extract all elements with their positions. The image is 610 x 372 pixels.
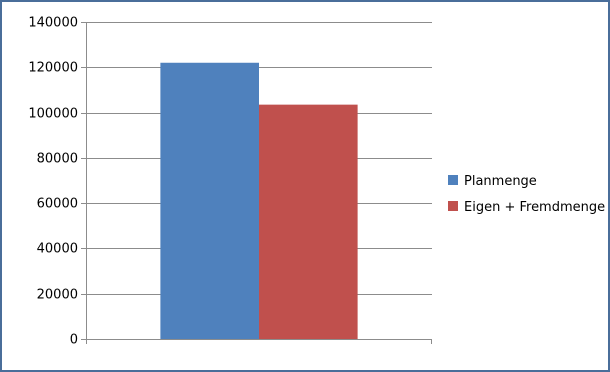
x-axis <box>81 22 432 344</box>
y-tick-label: 100000 <box>28 107 78 122</box>
y-tick-label: 0 <box>70 333 78 348</box>
y-tick-label: 40000 <box>37 242 78 257</box>
bar-planmenge <box>160 62 259 339</box>
bars <box>160 62 358 340</box>
legend-swatch <box>448 201 458 211</box>
legend-label: Eigen + Fremdmenge <box>464 200 605 215</box>
y-tick-label: 120000 <box>28 61 78 76</box>
legend: Planmenge Eigen + Fremdmenge <box>448 174 605 215</box>
y-axis-tick-labels: 0 20000 40000 60000 80000 100000 120000 140000 <box>28 16 86 348</box>
y-tick-label: 80000 <box>37 152 78 167</box>
bar-eigen-fremdmenge <box>259 104 358 340</box>
legend-label: Planmenge <box>464 174 537 189</box>
legend-swatch <box>448 175 458 185</box>
y-tick-label: 20000 <box>37 288 78 303</box>
y-tick-label: 60000 <box>37 197 78 212</box>
y-tick-label: 140000 <box>28 16 78 31</box>
